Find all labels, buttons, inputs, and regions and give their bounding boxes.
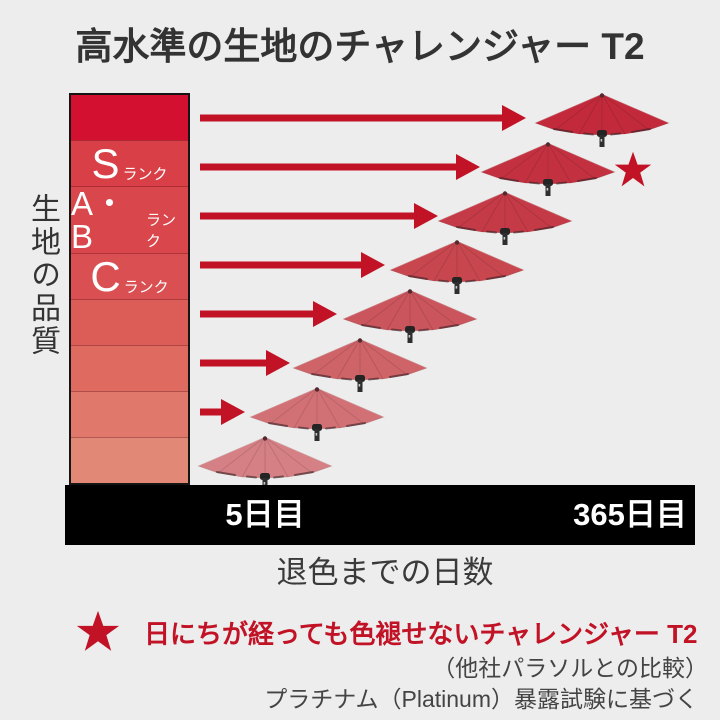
page-title: 高水準の生地のチャレンジャー T2 xyxy=(75,26,645,67)
umbrella-icon xyxy=(249,386,385,441)
umbrella-icon xyxy=(480,141,616,196)
umbrella-icon xyxy=(534,92,670,147)
legend-test-note: プラチナム（Platinum）暴露試験に基づく xyxy=(264,686,698,712)
star-icon xyxy=(76,610,120,651)
fade-days-arrow xyxy=(200,202,438,229)
umbrella-icon xyxy=(292,337,428,392)
fade-days-arrow xyxy=(200,153,480,180)
rank-segment xyxy=(71,299,188,345)
y-axis-label: 生地の品質 xyxy=(26,193,59,358)
rank-segment xyxy=(71,391,188,437)
rank-segment xyxy=(71,345,188,391)
legend-highlight-text: 日にちが経っても色褪せないチャレンジャー T2 xyxy=(144,618,698,649)
fabric-quality-bar: S ランク A・B ランク C ランク xyxy=(69,93,190,485)
rank-segment xyxy=(71,437,188,483)
fade-days-arrow xyxy=(200,398,245,425)
rank-label: C xyxy=(90,252,121,300)
umbrella-icon xyxy=(342,288,478,343)
rank-segment xyxy=(71,95,188,140)
rank-segment-A・B: A・B ランク xyxy=(71,186,188,253)
umbrella-icon xyxy=(197,435,333,490)
umbrella-icon xyxy=(437,190,573,245)
x-axis-bar: 5日目 365日目 xyxy=(65,485,695,545)
x-axis-label: 退色までの日数 xyxy=(276,555,494,590)
rank-suffix-label: ランク xyxy=(122,166,168,183)
best-rank-star-icon xyxy=(614,151,652,186)
legend-comparison-note: （他社パラソルとの比較） xyxy=(432,655,708,681)
rank-segment-S: S ランク xyxy=(71,140,188,186)
x-tick-day365: 365日目 xyxy=(573,497,687,532)
rank-label: A・B xyxy=(71,185,127,255)
fade-days-arrow xyxy=(200,300,337,327)
fade-days-arrow xyxy=(200,349,290,376)
x-tick-day5: 5日目 xyxy=(225,497,305,532)
rank-suffix-label: ランク xyxy=(123,279,169,296)
legend-highlight: 日にちが経っても色褪せないチャレンジャー T2 xyxy=(76,610,697,654)
rank-suffix-label: ランク xyxy=(145,212,176,250)
umbrella-icon xyxy=(389,239,525,294)
fade-days-arrow xyxy=(200,104,526,131)
rank-segment-C: C ランク xyxy=(71,253,188,299)
fade-days-arrow xyxy=(200,251,385,278)
rank-label: S xyxy=(91,139,120,187)
